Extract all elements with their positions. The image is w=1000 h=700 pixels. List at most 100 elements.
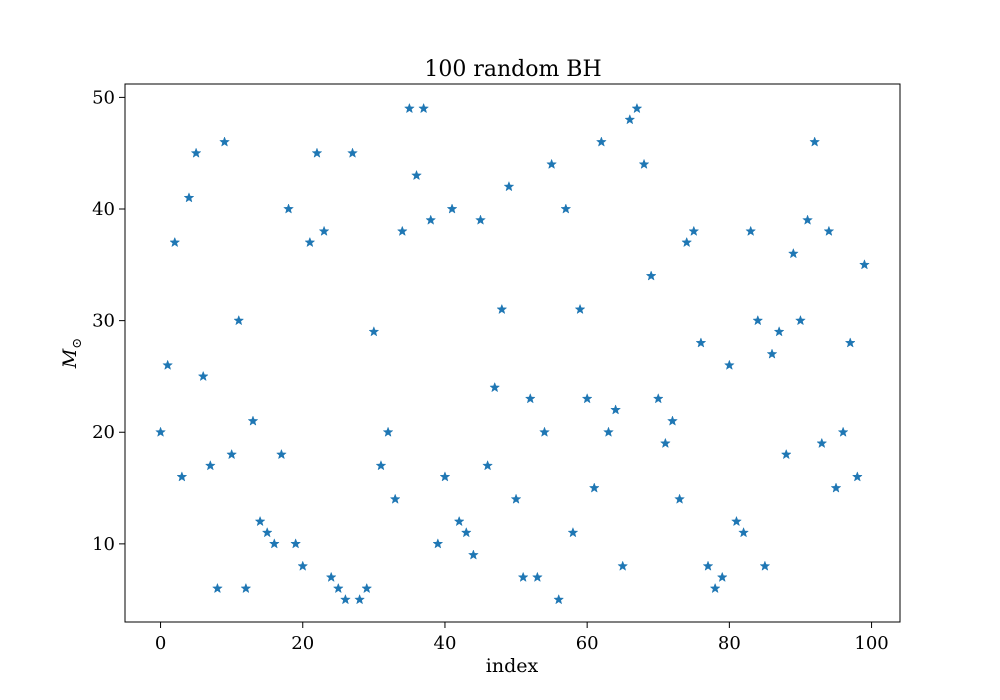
data-point [539,427,550,437]
data-point [262,527,273,537]
data-point [276,449,287,459]
chart-title: 100 random BH [424,57,601,82]
data-point [162,360,173,370]
data-point [176,471,187,482]
data-point [311,147,322,158]
data-point [518,572,529,582]
data-point [511,493,522,504]
data-point [624,114,635,125]
data-point [240,583,251,593]
data-point [688,226,699,236]
data-point [319,226,330,236]
data-point [859,259,870,270]
data-point [553,594,564,604]
x-tick-label: 40 [434,633,457,654]
data-point [333,583,344,593]
data-point [795,315,806,325]
y-axis-label-main: M [59,348,81,369]
data-point [169,237,180,247]
x-tick-label: 100 [854,633,888,654]
data-point [639,159,650,169]
x-axis-label: index [486,655,539,677]
data-point [212,583,223,593]
data-point [255,516,266,526]
data-point [390,493,401,504]
data-point [454,516,465,526]
data-point [198,371,209,381]
data-point [695,337,706,348]
data-point [831,482,842,493]
data-point [724,360,735,370]
x-tick-label: 60 [576,633,599,654]
data-point [646,270,657,281]
data-point [774,326,785,337]
data-point [468,549,479,560]
data-point [660,438,671,448]
y-tick-label: 50 [92,87,115,108]
data-point [617,560,628,571]
data-point [845,337,856,348]
data-point [432,538,443,549]
data-point [603,427,614,437]
data-point [226,449,237,459]
data-point [745,226,756,236]
x-tick-label: 0 [155,633,166,654]
data-point [731,516,742,526]
data-point [752,315,763,325]
data-point [447,203,458,214]
data-point [191,147,202,158]
data-point [418,103,429,113]
data-point [397,226,408,236]
data-point [219,136,230,147]
data-point [546,159,557,169]
y-axis: 10 20 30 40 50 [92,87,125,555]
data-point [503,181,514,191]
data-point [475,214,486,225]
data-points [155,103,870,604]
data-point [674,493,685,504]
data-point [383,427,394,437]
data-point [375,460,386,471]
data-point [738,527,749,537]
data-point [361,583,372,593]
data-point [767,348,778,359]
data-point [582,393,593,404]
data-point [368,326,379,337]
data-point [326,572,337,582]
data-point [496,304,507,314]
y-tick-label: 30 [92,311,115,332]
data-point [340,594,351,604]
data-point [411,170,422,180]
data-point [838,427,849,437]
data-point [461,527,472,537]
data-point [283,203,294,214]
data-point [482,460,493,471]
data-point [290,538,301,549]
data-point [631,103,642,113]
data-point [816,438,827,448]
data-point [183,192,194,203]
y-tick-label: 10 [92,534,115,555]
data-point [575,304,586,314]
data-point [269,538,280,549]
data-point [247,415,258,426]
data-point [759,560,770,571]
data-point [347,147,358,158]
data-point [681,237,692,247]
y-axis-label: M⊙ [59,338,85,369]
data-point [439,471,450,482]
data-point [596,136,607,147]
data-point [781,449,792,459]
data-point [567,527,578,537]
y-axis-label-subscript: ⊙ [70,338,85,349]
data-point [703,560,714,571]
data-point [532,572,543,582]
data-point [233,315,244,325]
data-point [404,103,415,113]
data-point [525,393,536,404]
data-point [809,136,820,147]
x-tick-label: 20 [291,633,314,654]
data-point [788,248,799,258]
data-point [823,226,834,236]
